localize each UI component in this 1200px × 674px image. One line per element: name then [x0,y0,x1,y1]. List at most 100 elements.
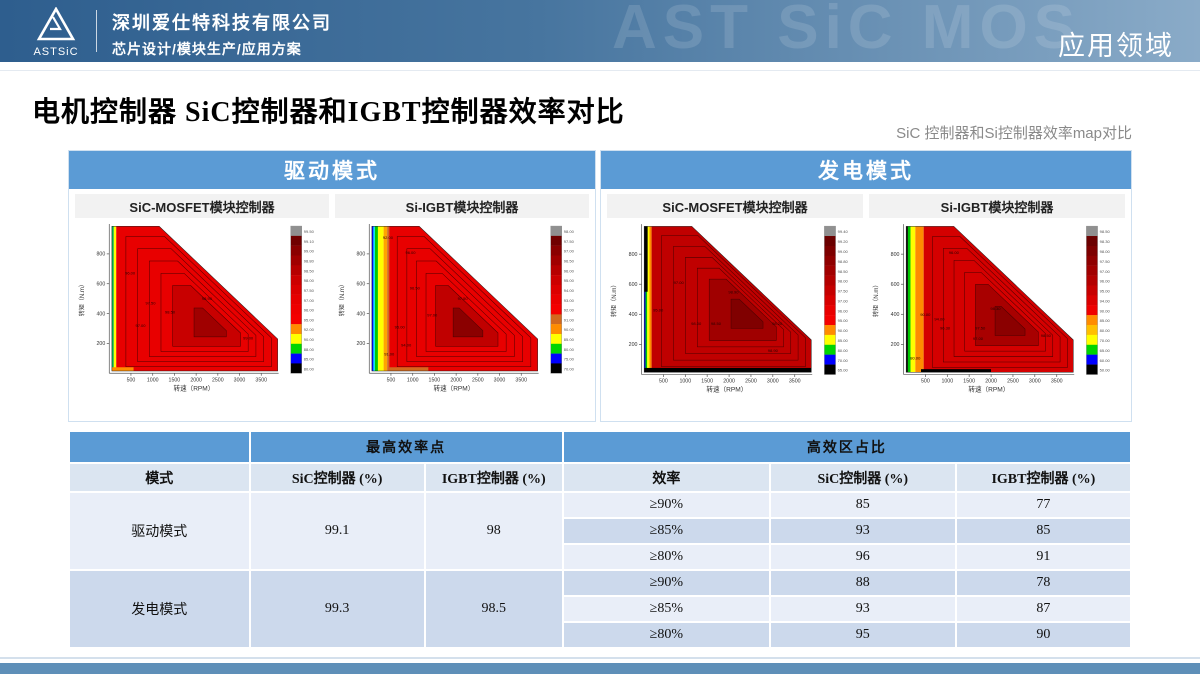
svg-text:98.50: 98.50 [1041,333,1052,338]
svg-text:95.00: 95.00 [1100,289,1111,294]
table-row: 驱动模式 99.1 98 ≥90% 85 77 [68,491,1133,571]
svg-text:70.00: 70.00 [564,366,575,371]
watermark-text: AST SiC MOS [612,0,1082,62]
table-row: 发电模式 99.3 98.5 ≥90% 88 78 [68,569,1133,649]
panel-drive-mode: 驱动模式 SiC-MOSFET模块控制器 98.90 98.50 97.50 97.0… [68,150,596,422]
svg-text:96.00: 96.00 [405,250,416,255]
svg-text:1500: 1500 [701,379,713,385]
table-group-header-row: 最高效率点 高效区占比 [68,430,1133,464]
svg-text:97.00: 97.00 [304,298,315,303]
svg-text:94.00: 94.00 [564,288,575,293]
svg-text:转速（RPM）: 转速（RPM） [174,383,215,392]
svg-text:98.50: 98.50 [165,310,176,315]
svg-text:95.00: 95.00 [304,317,315,322]
col-header-igbt-share: IGBT控制器 (%) [954,462,1133,493]
mode-cell-generation: 发电模式 [68,569,251,649]
svg-text:转矩（N.m）: 转矩（N.m） [78,281,86,316]
svg-text:99.00: 99.00 [243,336,254,341]
panel-drive-mode-body: SiC-MOSFET模块控制器 98.90 98.50 97.50 97.00 96.0… [69,189,595,417]
svg-text:98.50: 98.50 [838,269,849,274]
svg-text:97.50: 97.50 [564,239,575,244]
svg-text:97.00: 97.00 [973,336,984,341]
svg-text:转矩（N.m）: 转矩（N.m） [338,281,346,316]
svg-text:2500: 2500 [472,377,484,383]
svg-text:80.00: 80.00 [838,348,849,353]
drive-eff-85-sic: 93 [768,517,957,545]
group-header-peak-efficiency: 最高效率点 [248,430,564,464]
panel-drive-mode-title: 驱动模式 [69,151,595,189]
gen-eff-90-sic: 88 [768,569,957,597]
svg-text:75.00: 75.00 [564,357,575,362]
svg-text:200: 200 [357,341,366,347]
svg-text:98.00: 98.00 [838,279,849,284]
efficiency-map-drive-sic: 98.90 98.50 97.50 97.00 96.00 99.00 500 1000 150… [75,218,329,412]
svg-text:70.00: 70.00 [1100,338,1111,343]
company-name: 深圳爱仕特科技有限公司 [112,13,332,33]
svg-text:2500: 2500 [745,379,757,385]
svg-text:97.00: 97.00 [1100,269,1111,274]
svg-text:91.00: 91.00 [384,351,395,356]
svg-text:97.50: 97.50 [1100,259,1111,264]
col-header-efficiency: 效率 [561,462,771,493]
svg-text:3500: 3500 [789,379,801,385]
svg-text:96.00: 96.00 [949,250,960,255]
svg-text:88.00: 88.00 [304,347,315,352]
svg-text:85.00: 85.00 [304,357,315,362]
svg-text:97.50: 97.50 [145,301,156,306]
svg-text:500: 500 [921,379,930,385]
svg-text:500: 500 [127,377,136,383]
svg-text:98.80: 98.80 [838,259,849,264]
panel-generation-mode: 发电模式 SiC-MOSFET模块控制器 98.90 98.50 98.00 97.0… [600,150,1132,422]
svg-text:400: 400 [357,311,366,317]
svg-text:97.00: 97.00 [564,249,575,254]
plot-card-gen-igbt: Si-IGBT模块控制器 98.30 97.50 97.00 96.30 96.00 94… [869,194,1125,414]
svg-text:90.00: 90.00 [564,327,575,332]
svg-text:1000: 1000 [147,377,159,383]
svg-text:3500: 3500 [1051,379,1063,385]
svg-text:60.00: 60.00 [1100,358,1111,363]
drive-eff-80-label: ≥80% [561,543,771,571]
gen-sic-peak: 99.3 [248,569,426,649]
svg-text:98.50: 98.50 [1100,229,1111,234]
svg-text:800: 800 [629,252,638,258]
svg-text:400: 400 [97,311,106,317]
plot-card-drive-sic: SiC-MOSFET模块控制器 98.90 98.50 97.50 97.00 96.0… [75,194,329,412]
table-row: ≥80% 95 90 [69,621,1133,649]
svg-text:200: 200 [891,342,900,348]
drive-igbt-peak: 98 [423,491,564,571]
svg-text:转矩（N.m）: 转矩（N.m） [610,282,618,317]
svg-text:2000: 2000 [190,377,202,383]
svg-text:50.00: 50.00 [1100,368,1111,373]
svg-text:3000: 3000 [1029,379,1041,385]
drive-eff-90-igbt: 77 [954,491,1133,519]
mode-cell-drive: 驱动模式 [68,491,251,571]
plot-card-drive-igbt: Si-IGBT模块控制器 97.50 97.00 96.50 96.00 95.00 94… [335,194,589,412]
drive-eff-80-sic: 96 [768,543,957,571]
svg-text:96.00: 96.00 [838,308,849,313]
svg-text:600: 600 [357,282,366,288]
svg-text:94.00: 94.00 [401,342,412,347]
svg-text:94.00: 94.00 [934,316,945,321]
footer-accent-line [0,657,1200,659]
comparison-table: 最高效率点 高效区占比 模式 SiC控制器 (%) IGBT控制器 (%) 效率… [68,430,1133,649]
svg-text:1500: 1500 [963,379,975,385]
svg-text:91.00: 91.00 [564,317,575,322]
svg-text:85.00: 85.00 [838,338,849,343]
svg-text:92.00: 92.00 [564,308,575,313]
svg-text:98.50: 98.50 [711,321,722,326]
svg-text:800: 800 [357,252,366,258]
svg-text:600: 600 [629,282,638,288]
col-header-igbt-peak: IGBT控制器 (%) [423,462,564,493]
svg-text:99.40: 99.40 [838,229,849,234]
svg-text:98.80: 98.80 [304,259,315,264]
svg-text:3000: 3000 [767,379,779,385]
svg-text:2000: 2000 [450,377,462,383]
logo-triangle-icon [36,6,76,45]
efficiency-map-gen-igbt: 98.30 97.50 97.00 96.30 96.00 94.00 90.00 80.00… [869,218,1125,413]
svg-text:96.00: 96.00 [564,268,575,273]
plot-title-drive-igbt: Si-IGBT模块控制器 [335,194,589,218]
svg-text:99.10: 99.10 [304,239,315,244]
svg-text:97.50: 97.50 [304,288,315,293]
table-row: ≥85% 93 87 [69,595,1133,623]
svg-text:800: 800 [891,252,900,258]
